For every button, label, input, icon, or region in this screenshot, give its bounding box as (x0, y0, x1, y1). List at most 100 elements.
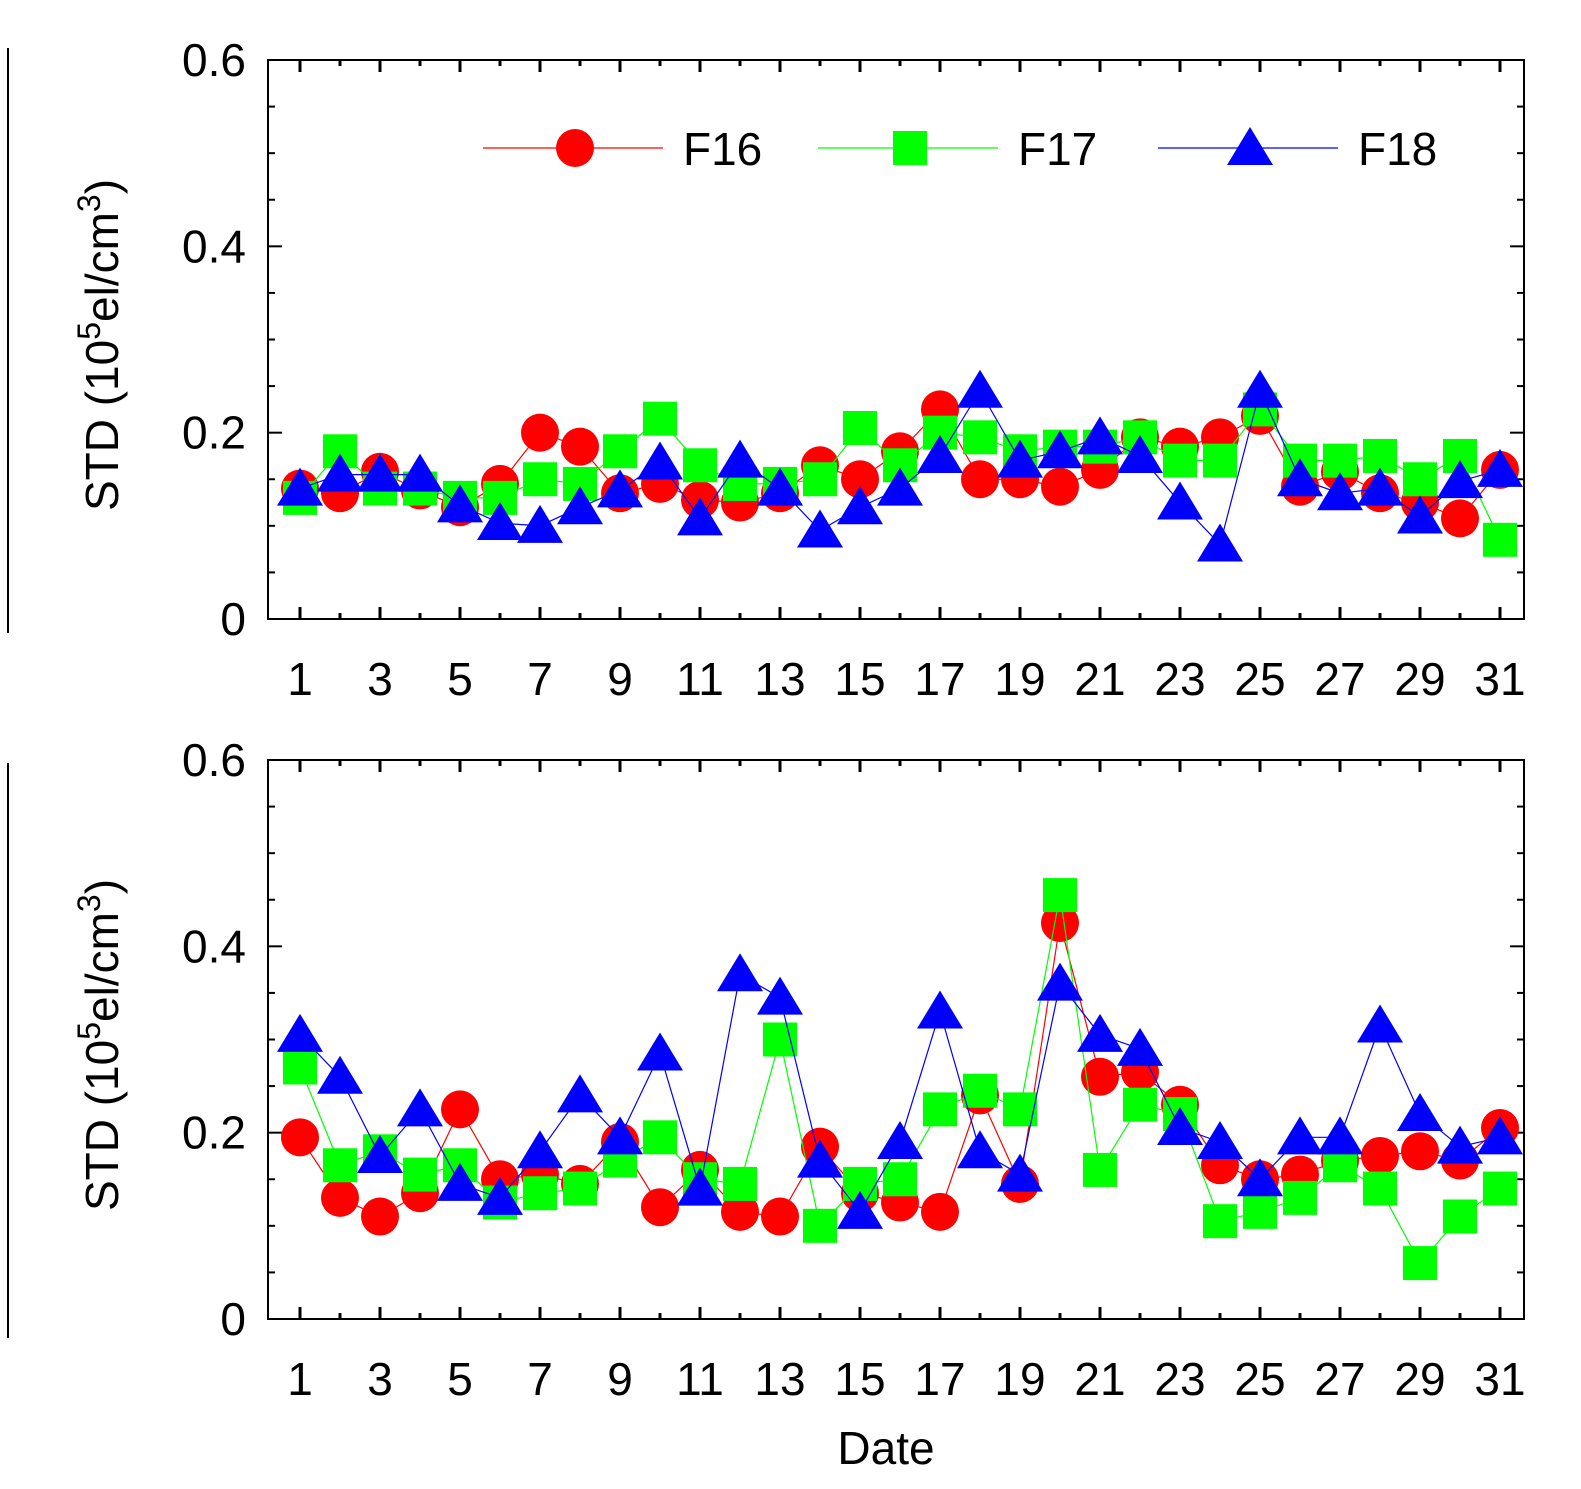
data-point (1077, 416, 1123, 455)
x-axis-tick-labels: 1 3 5 7 9 11 13 15 17 19 21 23 25 27 29 31 (287, 653, 1525, 705)
x-tick-label: 11 (676, 1353, 724, 1405)
data-point (1437, 460, 1483, 499)
data-point (637, 441, 683, 480)
data-point (1243, 1194, 1277, 1229)
data-point (357, 1134, 403, 1173)
axis-ticks (268, 59, 1524, 620)
data-point (1361, 1136, 1399, 1175)
y-tick-label: 0.4 (182, 920, 246, 972)
data-point (677, 497, 723, 536)
data-point (677, 1167, 723, 1206)
data-point (1357, 1004, 1403, 1043)
data-point (643, 1120, 677, 1155)
data-point (877, 1120, 923, 1159)
x-tick-label: 17 (914, 653, 965, 705)
data-point (803, 1208, 837, 1243)
data-point (1083, 1152, 1117, 1187)
data-point (1077, 1013, 1123, 1052)
data-point (283, 1050, 317, 1085)
data-point (1403, 462, 1437, 497)
data-point (1363, 438, 1397, 473)
x-tick-label: 1 (287, 1353, 313, 1405)
data-point (1277, 1116, 1323, 1155)
series-f17 (283, 392, 1517, 557)
legend-marker (556, 129, 594, 167)
x-tick-label: 25 (1234, 1353, 1285, 1405)
data-point (277, 467, 323, 506)
y-tick-label: 0.4 (182, 220, 246, 272)
data-point (1157, 481, 1203, 520)
data-point (957, 1130, 1003, 1169)
x-tick-label: 27 (1314, 1353, 1365, 1405)
x-tick-label: 11 (676, 653, 724, 705)
data-point (917, 434, 963, 473)
data-point (1203, 443, 1237, 478)
x-tick-label: 17 (914, 1353, 965, 1405)
series-f18 (277, 953, 1523, 1229)
data-point (1197, 523, 1243, 562)
data-point (1283, 1180, 1317, 1215)
data-point (843, 411, 877, 446)
data-point (561, 427, 599, 466)
x-tick-label: 15 (834, 653, 885, 705)
data-point (683, 448, 717, 483)
data-point (517, 504, 563, 543)
legend-marker (1227, 127, 1273, 165)
data-point (837, 486, 883, 525)
data-point (557, 1074, 603, 1113)
data-point (1403, 1246, 1437, 1281)
data-point (961, 460, 999, 499)
data-point (1483, 1171, 1517, 1206)
data-point (641, 1188, 679, 1227)
data-point (643, 401, 677, 436)
y-axis-tick-labels: 0 0.2 0.4 0.6 (182, 34, 246, 645)
data-point (877, 467, 923, 506)
x-tick-label: 27 (1314, 653, 1365, 705)
legend-item-f18: F18 (1158, 123, 1437, 175)
data-point (1123, 1087, 1157, 1122)
data-point (403, 1157, 437, 1192)
plot-frame (267, 759, 1525, 1320)
data-point (717, 439, 763, 478)
x-tick-label: 1 (287, 653, 313, 705)
data-point (1237, 369, 1283, 408)
data-point (1397, 495, 1443, 534)
y-tick-label: 0 (220, 593, 246, 645)
y-axis-label: STD (105el/cm3) (71, 179, 128, 511)
data-point (441, 1090, 479, 1129)
data-point (317, 1055, 363, 1094)
y-tick-label: 0.6 (182, 34, 246, 86)
x-tick-label: 13 (754, 653, 805, 705)
data-point (1003, 1092, 1037, 1127)
data-point (841, 460, 879, 499)
legend-item-f17: F17 (818, 123, 1097, 175)
data-point (361, 1197, 399, 1236)
data-point (317, 453, 363, 492)
data-point (837, 1190, 883, 1229)
data-point (277, 1013, 323, 1052)
data-point (1441, 499, 1479, 538)
data-point (1037, 430, 1083, 469)
legend-item-f16: F16 (483, 123, 762, 175)
data-point (397, 1088, 443, 1127)
x-tick-label: 7 (527, 1353, 553, 1405)
x-tick-label: 23 (1154, 1353, 1205, 1405)
data-point (397, 453, 443, 492)
data-point (517, 1130, 563, 1169)
x-tick-label: 15 (834, 1353, 885, 1405)
data-point (437, 1162, 483, 1201)
data-point (1163, 443, 1197, 478)
data-point (997, 1153, 1043, 1192)
x-tick-label: 19 (994, 653, 1045, 705)
y-tick-label: 0 (220, 1293, 246, 1345)
x-tick-label: 5 (447, 653, 473, 705)
data-point (757, 976, 803, 1015)
legend-label: F16 (683, 123, 762, 175)
x-axis-label: Date (837, 1422, 934, 1474)
data-point (1277, 458, 1323, 497)
series-layer (277, 878, 1523, 1281)
data-point (917, 990, 963, 1029)
data-point (1117, 434, 1163, 473)
x-tick-label: 9 (607, 653, 633, 705)
x-tick-label: 3 (367, 653, 393, 705)
